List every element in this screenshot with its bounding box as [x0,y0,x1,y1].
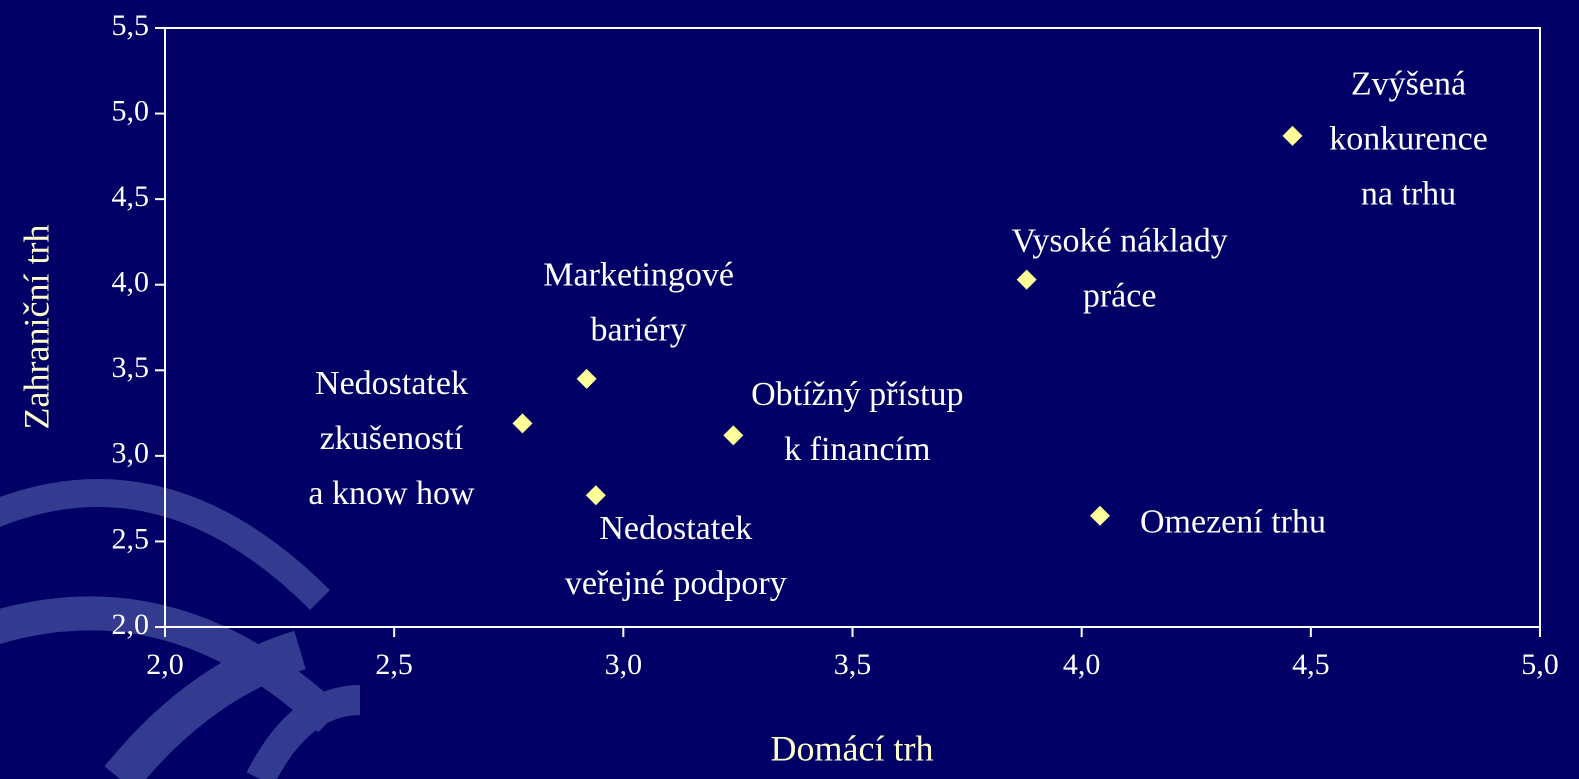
point-label: na trhu [1361,176,1456,213]
y-tick-label: 5,0 [112,94,150,127]
point-label: Nedostatek [315,365,468,402]
y-tick-label: 3,0 [112,437,150,470]
x-tick-label: 4,0 [1063,648,1101,681]
point-label: veřejné podpory [565,565,787,602]
point-label: Vysoké náklady [1012,222,1228,259]
x-tick-label: 4,5 [1292,648,1330,681]
y-tick-label: 4,5 [112,180,150,213]
y-tick-label: 3,5 [112,351,150,384]
x-tick-label: 3,5 [834,648,872,681]
point-label: k financím [784,431,930,468]
y-tick-label: 4,0 [112,266,150,299]
y-tick-label: 5,5 [112,9,150,42]
point-label: konkurence [1329,121,1488,158]
x-tick-label: 2,0 [146,648,184,681]
point-label: práce [1083,277,1157,314]
point-label: bariéry [591,312,687,349]
point-label: Omezení trhu [1140,504,1326,541]
point-label: Nedostatek [599,510,752,547]
x-tick-label: 2,5 [375,648,413,681]
y-axis-title: Zahraniční trh [16,225,56,430]
y-tick-label: 2,5 [112,522,150,555]
x-axis-title: Domácí trh [771,728,934,768]
x-tick-label: 5,0 [1521,648,1559,681]
y-tick-label: 2,0 [112,608,150,641]
point-label: Obtížný přístup [751,376,963,413]
point-label: Zvýšená [1351,66,1466,103]
point-label: a know how [308,475,475,512]
point-label: Marketingové [543,257,734,294]
chart: Domácí trh Zahraniční trh 2,0 2,5 3,0 3,5 4,… [0,0,1579,779]
point-label: zkušeností [320,420,464,457]
x-tick-label: 3,0 [605,648,643,681]
